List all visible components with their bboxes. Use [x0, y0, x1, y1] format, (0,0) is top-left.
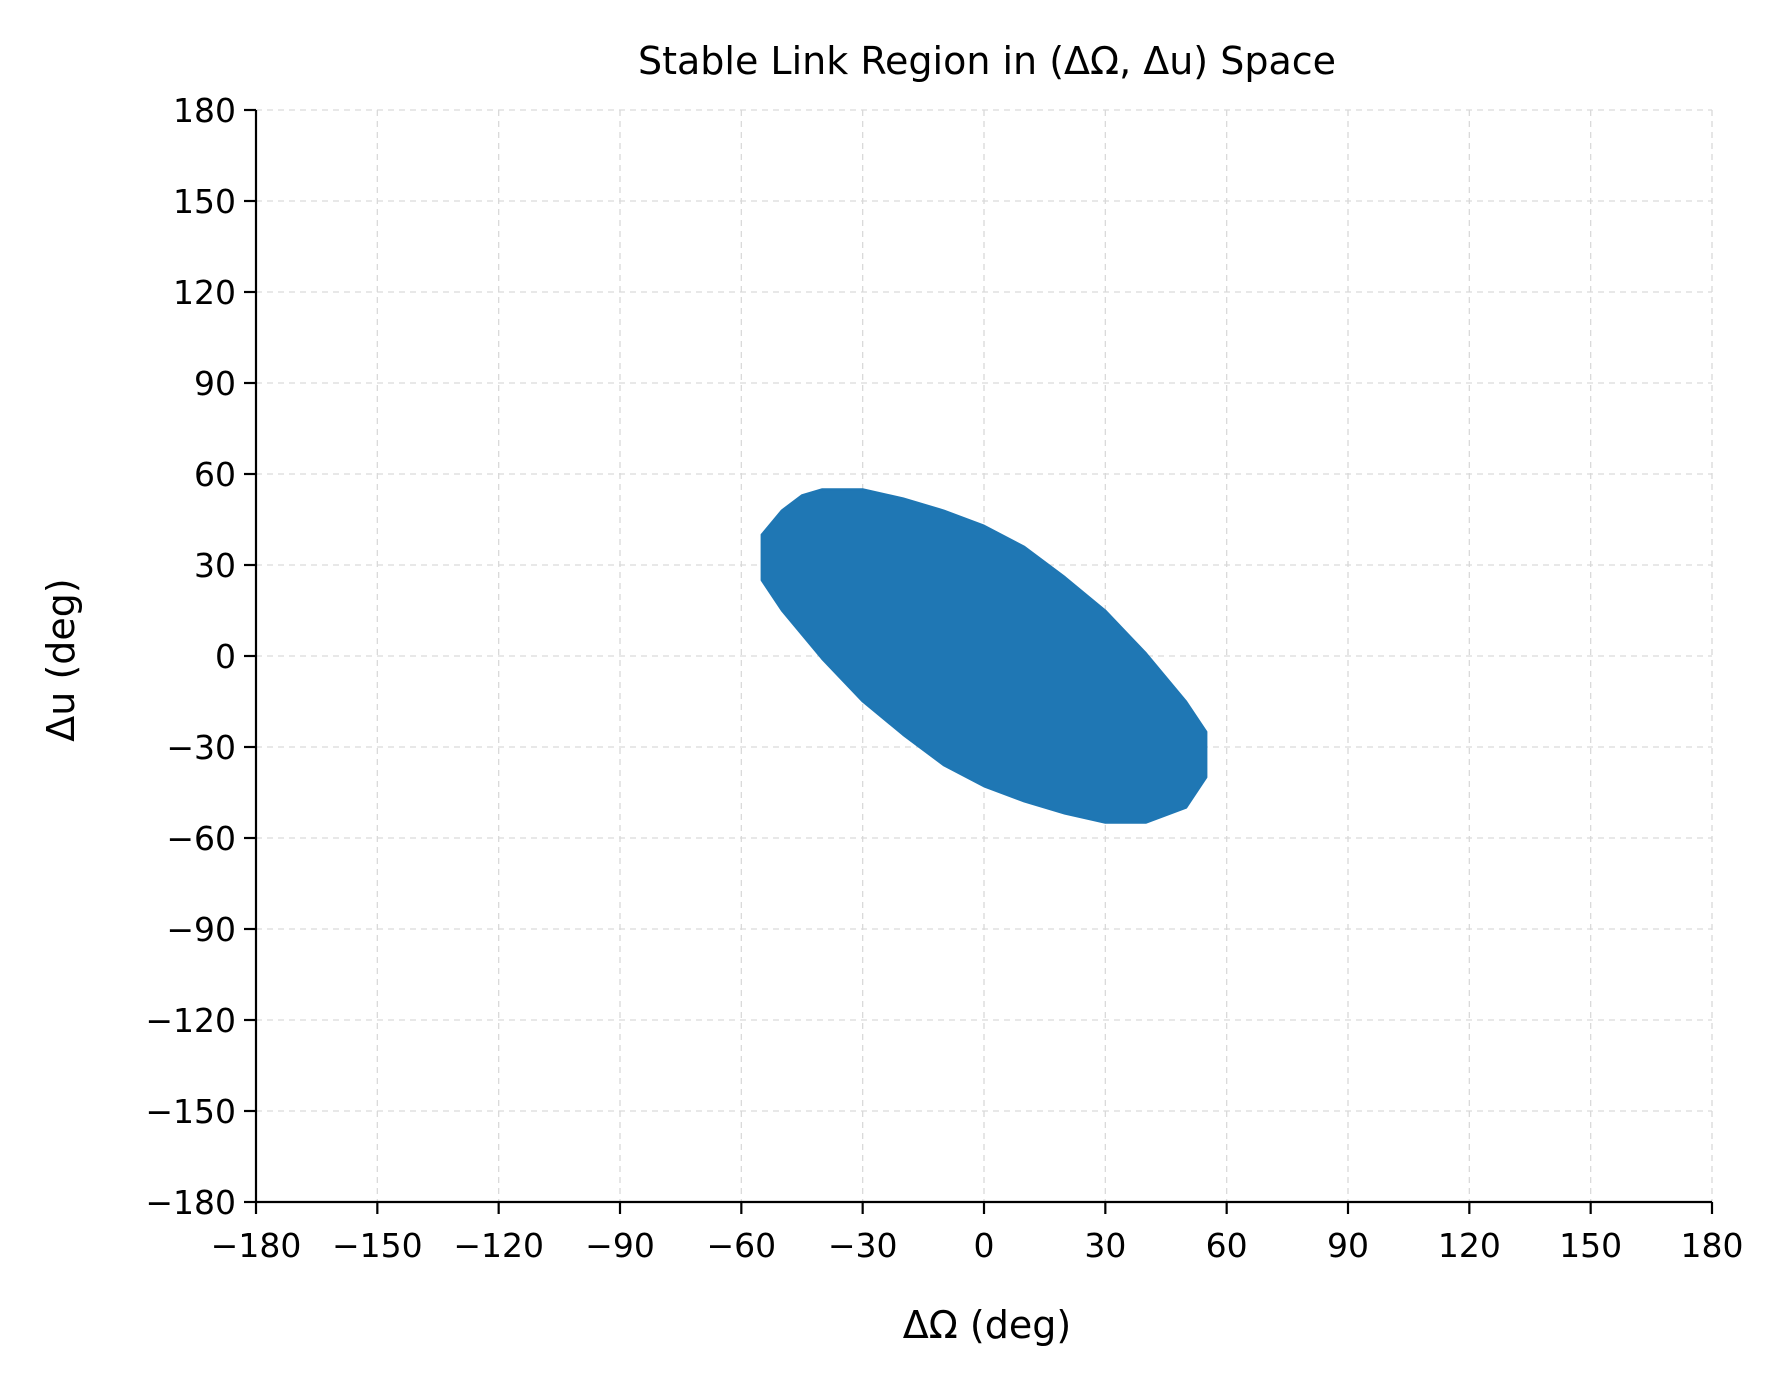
x-tick-label: −30 — [828, 1226, 898, 1265]
x-tick-label: 150 — [1559, 1226, 1622, 1265]
x-tick-label: 60 — [1206, 1226, 1248, 1265]
y-tick-label: 0 — [215, 637, 236, 676]
y-axis-title: Δu (deg) — [39, 578, 83, 741]
y-tick-label: −120 — [145, 1001, 236, 1040]
x-tick-label: −180 — [211, 1226, 302, 1265]
x-axis-ticks: −180 −150 −120 −90 −60 −30 0 30 60 90 120 150 180 — [211, 1202, 1744, 1265]
y-tick-label: 60 — [194, 455, 236, 494]
x-tick-label: −150 — [332, 1226, 423, 1265]
y-tick-label: 150 — [173, 182, 236, 221]
x-tick-label: −120 — [453, 1226, 544, 1265]
y-tick-label: 30 — [194, 546, 236, 585]
stable-link-region — [760, 488, 1208, 824]
y-tick-label: −180 — [145, 1183, 236, 1222]
y-tick-label: 90 — [194, 364, 236, 403]
y-tick-label: −30 — [166, 728, 236, 767]
x-tick-label: −90 — [585, 1226, 655, 1265]
y-tick-label: −150 — [145, 1092, 236, 1131]
stable-region-fill — [760, 488, 1208, 824]
x-tick-label: 30 — [1084, 1226, 1126, 1265]
x-tick-label: 0 — [974, 1226, 995, 1265]
x-tick-label: 120 — [1438, 1226, 1501, 1265]
y-axis-ticks: −180 −150 −120 −90 −60 −30 0 30 60 90 120 150 180 — [145, 91, 256, 1222]
x-tick-label: −60 — [707, 1226, 777, 1265]
x-tick-label: 90 — [1327, 1226, 1369, 1265]
y-tick-label: −60 — [166, 819, 236, 858]
y-tick-label: −90 — [166, 910, 236, 949]
y-tick-label: 180 — [173, 91, 236, 130]
x-tick-label: 180 — [1681, 1226, 1744, 1265]
x-axis-title: ΔΩ (deg) — [903, 1303, 1071, 1347]
y-tick-label: 120 — [173, 273, 236, 312]
chart-title: Stable Link Region in (ΔΩ, Δu) Space — [638, 39, 1336, 83]
